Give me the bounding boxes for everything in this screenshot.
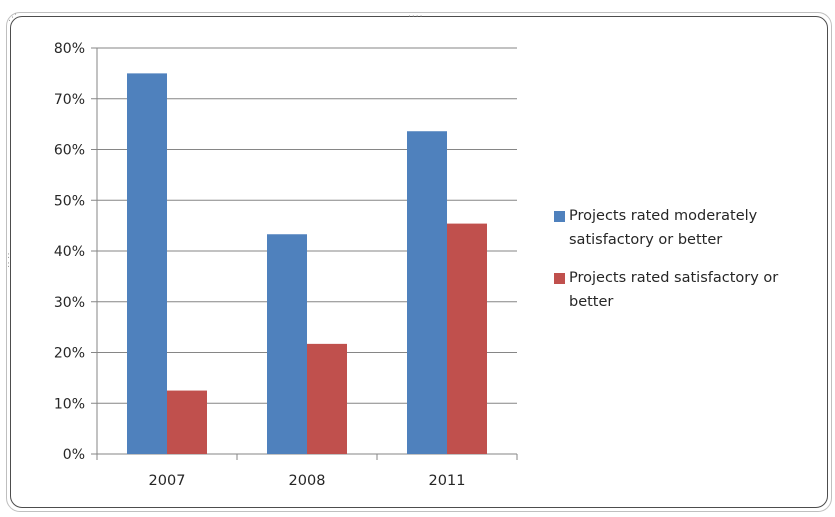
resize-handle-top[interactable]: ····: [408, 12, 424, 22]
legend-item-moderately-satisfactory: Projects rated moderately satisfactory o…: [552, 204, 822, 252]
y-tick-label: 70%: [54, 92, 85, 108]
bar-2007-series-1: [127, 73, 167, 454]
bar-2008-series-1: [267, 234, 307, 454]
legend-swatch-blue: [554, 211, 565, 222]
legend-item-satisfactory: Projects rated satisfactory or better: [552, 266, 822, 314]
y-tick-label: 60%: [54, 143, 85, 159]
chart-inner-border[interactable]: [10, 16, 828, 508]
legend: Projects rated moderately satisfactory o…: [552, 204, 822, 328]
legend-label: Projects rated satisfactory or better: [569, 270, 779, 310]
y-tick-label: 50%: [54, 193, 85, 209]
bar-2011-series-1: [407, 131, 447, 455]
x-tick-label: 2007: [149, 473, 186, 489]
legend-label: Projects rated moderately satisfactory o…: [569, 208, 758, 248]
y-tick-label: 40%: [54, 244, 85, 260]
resize-handle-top-left[interactable]: ⋰: [8, 13, 18, 23]
legend-swatch-red: [554, 273, 565, 284]
y-tick-label: 30%: [54, 295, 85, 311]
y-tick-label: 0%: [63, 447, 85, 463]
y-tick-label: 10%: [54, 396, 85, 412]
bar-2011-series-2: [447, 223, 487, 454]
resize-handle-left[interactable]: ::: [7, 251, 12, 270]
bar-2008-series-2: [307, 343, 347, 454]
x-tick-label: 2008: [289, 473, 326, 489]
x-tick-label: 2011: [429, 473, 466, 489]
y-tick-label: 80%: [54, 41, 85, 57]
chart-outer-border: [6, 12, 832, 512]
y-tick-label: 20%: [54, 346, 85, 362]
bar-2007-series-2: [167, 390, 207, 454]
